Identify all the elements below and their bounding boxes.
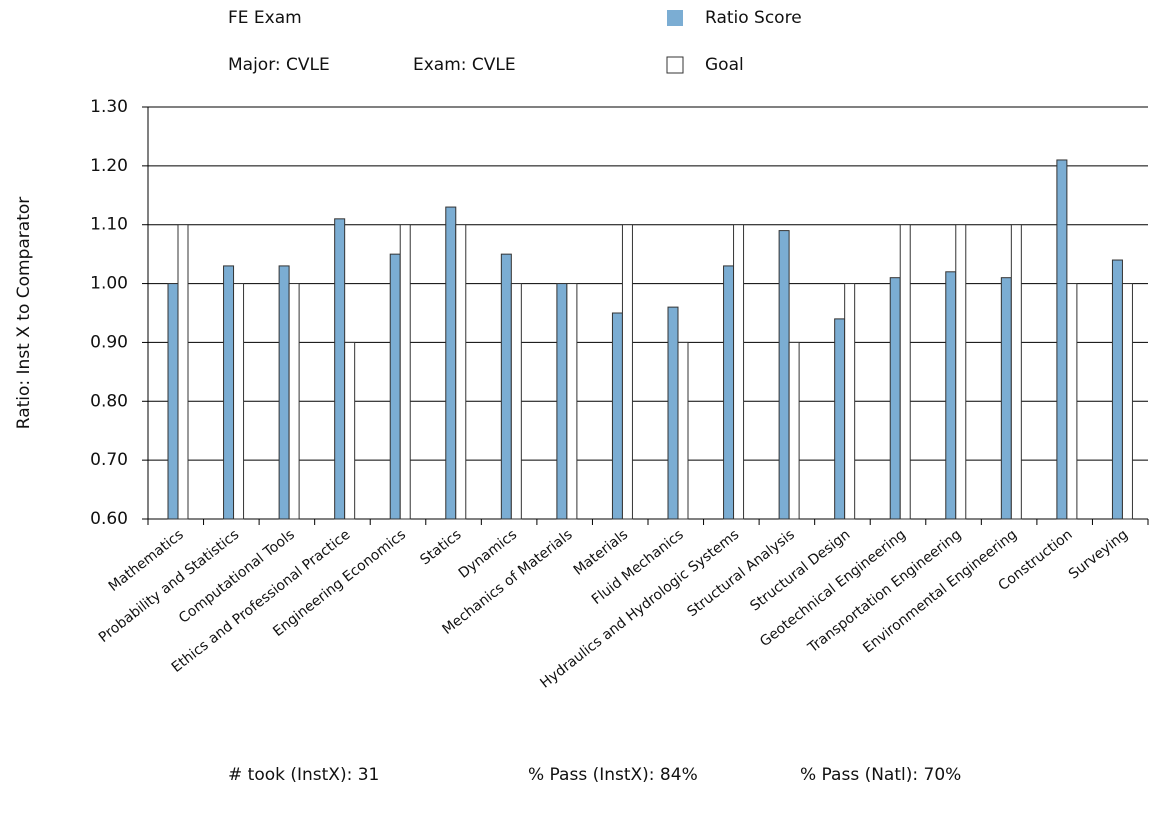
bar xyxy=(621,224,633,520)
bar xyxy=(278,265,290,520)
subtitle: Exam: CVLE xyxy=(413,55,516,75)
bar xyxy=(445,206,457,520)
bar xyxy=(1056,159,1068,520)
bar xyxy=(834,318,846,520)
bar xyxy=(344,341,356,520)
bar xyxy=(889,277,901,520)
bar xyxy=(556,283,568,520)
bar xyxy=(945,271,957,520)
bar xyxy=(611,312,623,520)
legend-swatch xyxy=(667,10,683,26)
bar xyxy=(733,224,745,520)
bar xyxy=(389,253,401,520)
bar xyxy=(455,224,467,520)
footer-stat: % Pass (InstX): 84% xyxy=(528,765,698,785)
bar xyxy=(1111,259,1123,520)
bar xyxy=(667,306,679,520)
bar xyxy=(677,341,689,520)
y-tick-label: 0.80 xyxy=(90,391,128,411)
bar xyxy=(233,283,245,520)
bar xyxy=(566,283,578,520)
legend-label: Ratio Score xyxy=(705,8,802,28)
y-axis-title: Ratio: Inst X to Comparator xyxy=(14,197,34,430)
x-tick-label: Structural Design xyxy=(747,527,853,615)
y-tick-label: 0.60 xyxy=(90,509,128,529)
x-tick-label: Surveying xyxy=(1066,527,1131,583)
legend-label: Goal xyxy=(705,55,744,75)
bar xyxy=(177,224,189,520)
subtitle: Major: CVLE xyxy=(228,55,330,75)
y-tick-label: 0.70 xyxy=(90,450,128,470)
y-tick-label: 1.00 xyxy=(90,274,128,294)
footer-stat: % Pass (Natl): 70% xyxy=(800,765,961,785)
bar xyxy=(723,265,735,520)
y-tick-label: 0.90 xyxy=(90,332,128,352)
bar xyxy=(1121,283,1133,520)
footer-stat: # took (InstX): 31 xyxy=(228,765,379,785)
x-tick-label: Hydraulics and Hydrologic Systems xyxy=(537,527,742,692)
bar xyxy=(334,218,346,520)
bar xyxy=(1066,283,1078,520)
bar xyxy=(955,224,967,520)
y-tick-label: 1.20 xyxy=(90,156,128,176)
bar xyxy=(399,224,411,520)
x-tick-label: Statics xyxy=(417,527,464,569)
bar xyxy=(778,230,790,520)
bar xyxy=(1000,277,1012,520)
y-tick-label: 1.30 xyxy=(90,97,128,117)
bar xyxy=(844,283,856,520)
chart-title: FE Exam xyxy=(228,8,302,28)
bar xyxy=(788,341,800,520)
bar xyxy=(899,224,911,520)
bar xyxy=(500,253,512,520)
bar xyxy=(510,283,522,520)
bar xyxy=(1010,224,1022,520)
bar xyxy=(288,283,300,520)
legend-swatch xyxy=(666,56,684,74)
y-tick-label: 1.10 xyxy=(90,215,128,235)
bar xyxy=(223,265,235,520)
x-tick-label: Structural Analysis xyxy=(684,527,797,621)
x-tick-label: Fluid Mechanics xyxy=(589,527,687,608)
bar xyxy=(167,283,179,520)
